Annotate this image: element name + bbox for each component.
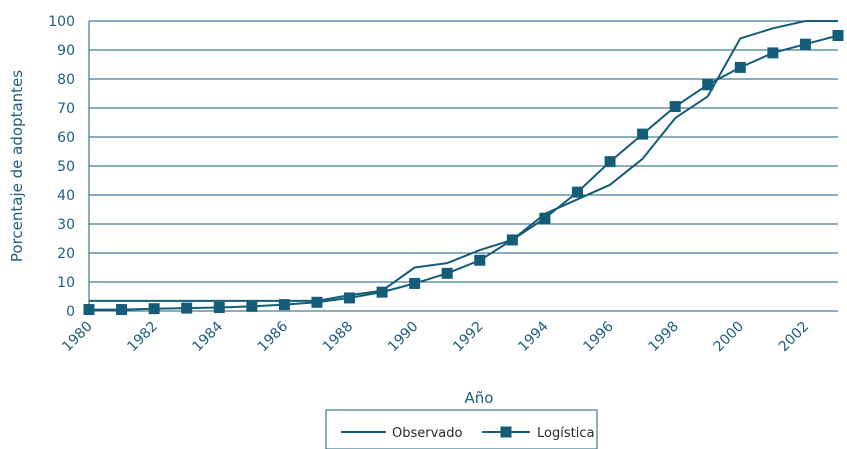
data-point-logistica: [604, 156, 616, 168]
data-point-logistica: [571, 186, 583, 198]
y-tick-label: 60: [57, 130, 75, 146]
data-point-logistica: [116, 304, 128, 316]
y-tick-label: 10: [57, 275, 75, 291]
data-point-logistica: [83, 304, 95, 316]
data-point-logistica: [181, 302, 193, 314]
grid-lines: [88, 20, 838, 312]
data-point-logistica: [767, 47, 779, 59]
y-tick-label: 70: [57, 101, 75, 117]
x-tick-label: 1992: [450, 319, 487, 356]
legend-marker-logistica: [500, 426, 512, 438]
data-point-logistica: [799, 38, 811, 50]
data-point-logistica: [669, 101, 681, 113]
x-tick-label: 1982: [124, 319, 161, 356]
data-point-logistica: [506, 234, 518, 246]
x-tick-label: 1990: [385, 319, 422, 356]
data-point-logistica: [409, 277, 421, 289]
series-markers: [83, 30, 844, 316]
y-tick-label: 0: [66, 304, 75, 320]
y-tick-labels: 0 10 20 30 40 50 60 70 80 90 100: [48, 14, 75, 320]
x-tick-label: 2002: [776, 319, 813, 356]
data-point-logistica: [344, 292, 356, 304]
data-point-logistica: [246, 300, 258, 312]
x-tick-label: 1986: [255, 318, 292, 355]
y-tick-label: 20: [57, 246, 75, 262]
x-tick-label: 1984: [190, 318, 227, 355]
x-tick-label: 1988: [320, 319, 357, 356]
y-axis-title: Porcentaje de adoptantes: [8, 70, 26, 262]
data-point-logistica: [311, 296, 323, 308]
data-point-logistica: [441, 267, 453, 279]
data-point-logistica: [278, 299, 290, 311]
y-tick-label: 30: [57, 217, 75, 233]
y-tick-label: 100: [48, 14, 75, 30]
data-point-logistica: [702, 79, 714, 91]
x-tick-label: 1998: [645, 319, 682, 356]
data-point-logistica: [734, 61, 746, 73]
x-tick-labels: 1980 1982 1984 1986 1988 1990 1992 1994 1996 1998…: [59, 318, 812, 355]
y-tick-label: 40: [57, 188, 75, 204]
y-tick-label: 50: [57, 159, 75, 175]
series-line-observado: [89, 20, 838, 302]
legend-label-observado: Observado: [392, 426, 463, 441]
series-line-logistica: [89, 34, 839, 311]
x-tick-label: 1980: [59, 319, 96, 356]
data-point-logistica: [148, 303, 160, 315]
legend-box: [325, 409, 598, 449]
legend: Observado Logística: [325, 409, 598, 449]
series-lines: [89, 20, 839, 311]
x-tick-label: 2000: [711, 319, 748, 356]
y-tick-label: 80: [57, 72, 75, 88]
x-axis-title: Año: [465, 389, 494, 407]
data-point-logistica: [832, 30, 844, 41]
data-point-logistica: [637, 128, 649, 140]
legend-label-logistica: Logística: [537, 426, 594, 441]
x-tick-label: 1996: [580, 318, 617, 355]
x-tick-label: 1994: [515, 318, 552, 355]
data-point-logistica: [539, 212, 551, 224]
y-tick-label: 90: [57, 43, 75, 59]
data-point-logistica: [474, 254, 486, 266]
data-point-logistica: [213, 302, 225, 314]
data-point-logistica: [376, 286, 388, 298]
